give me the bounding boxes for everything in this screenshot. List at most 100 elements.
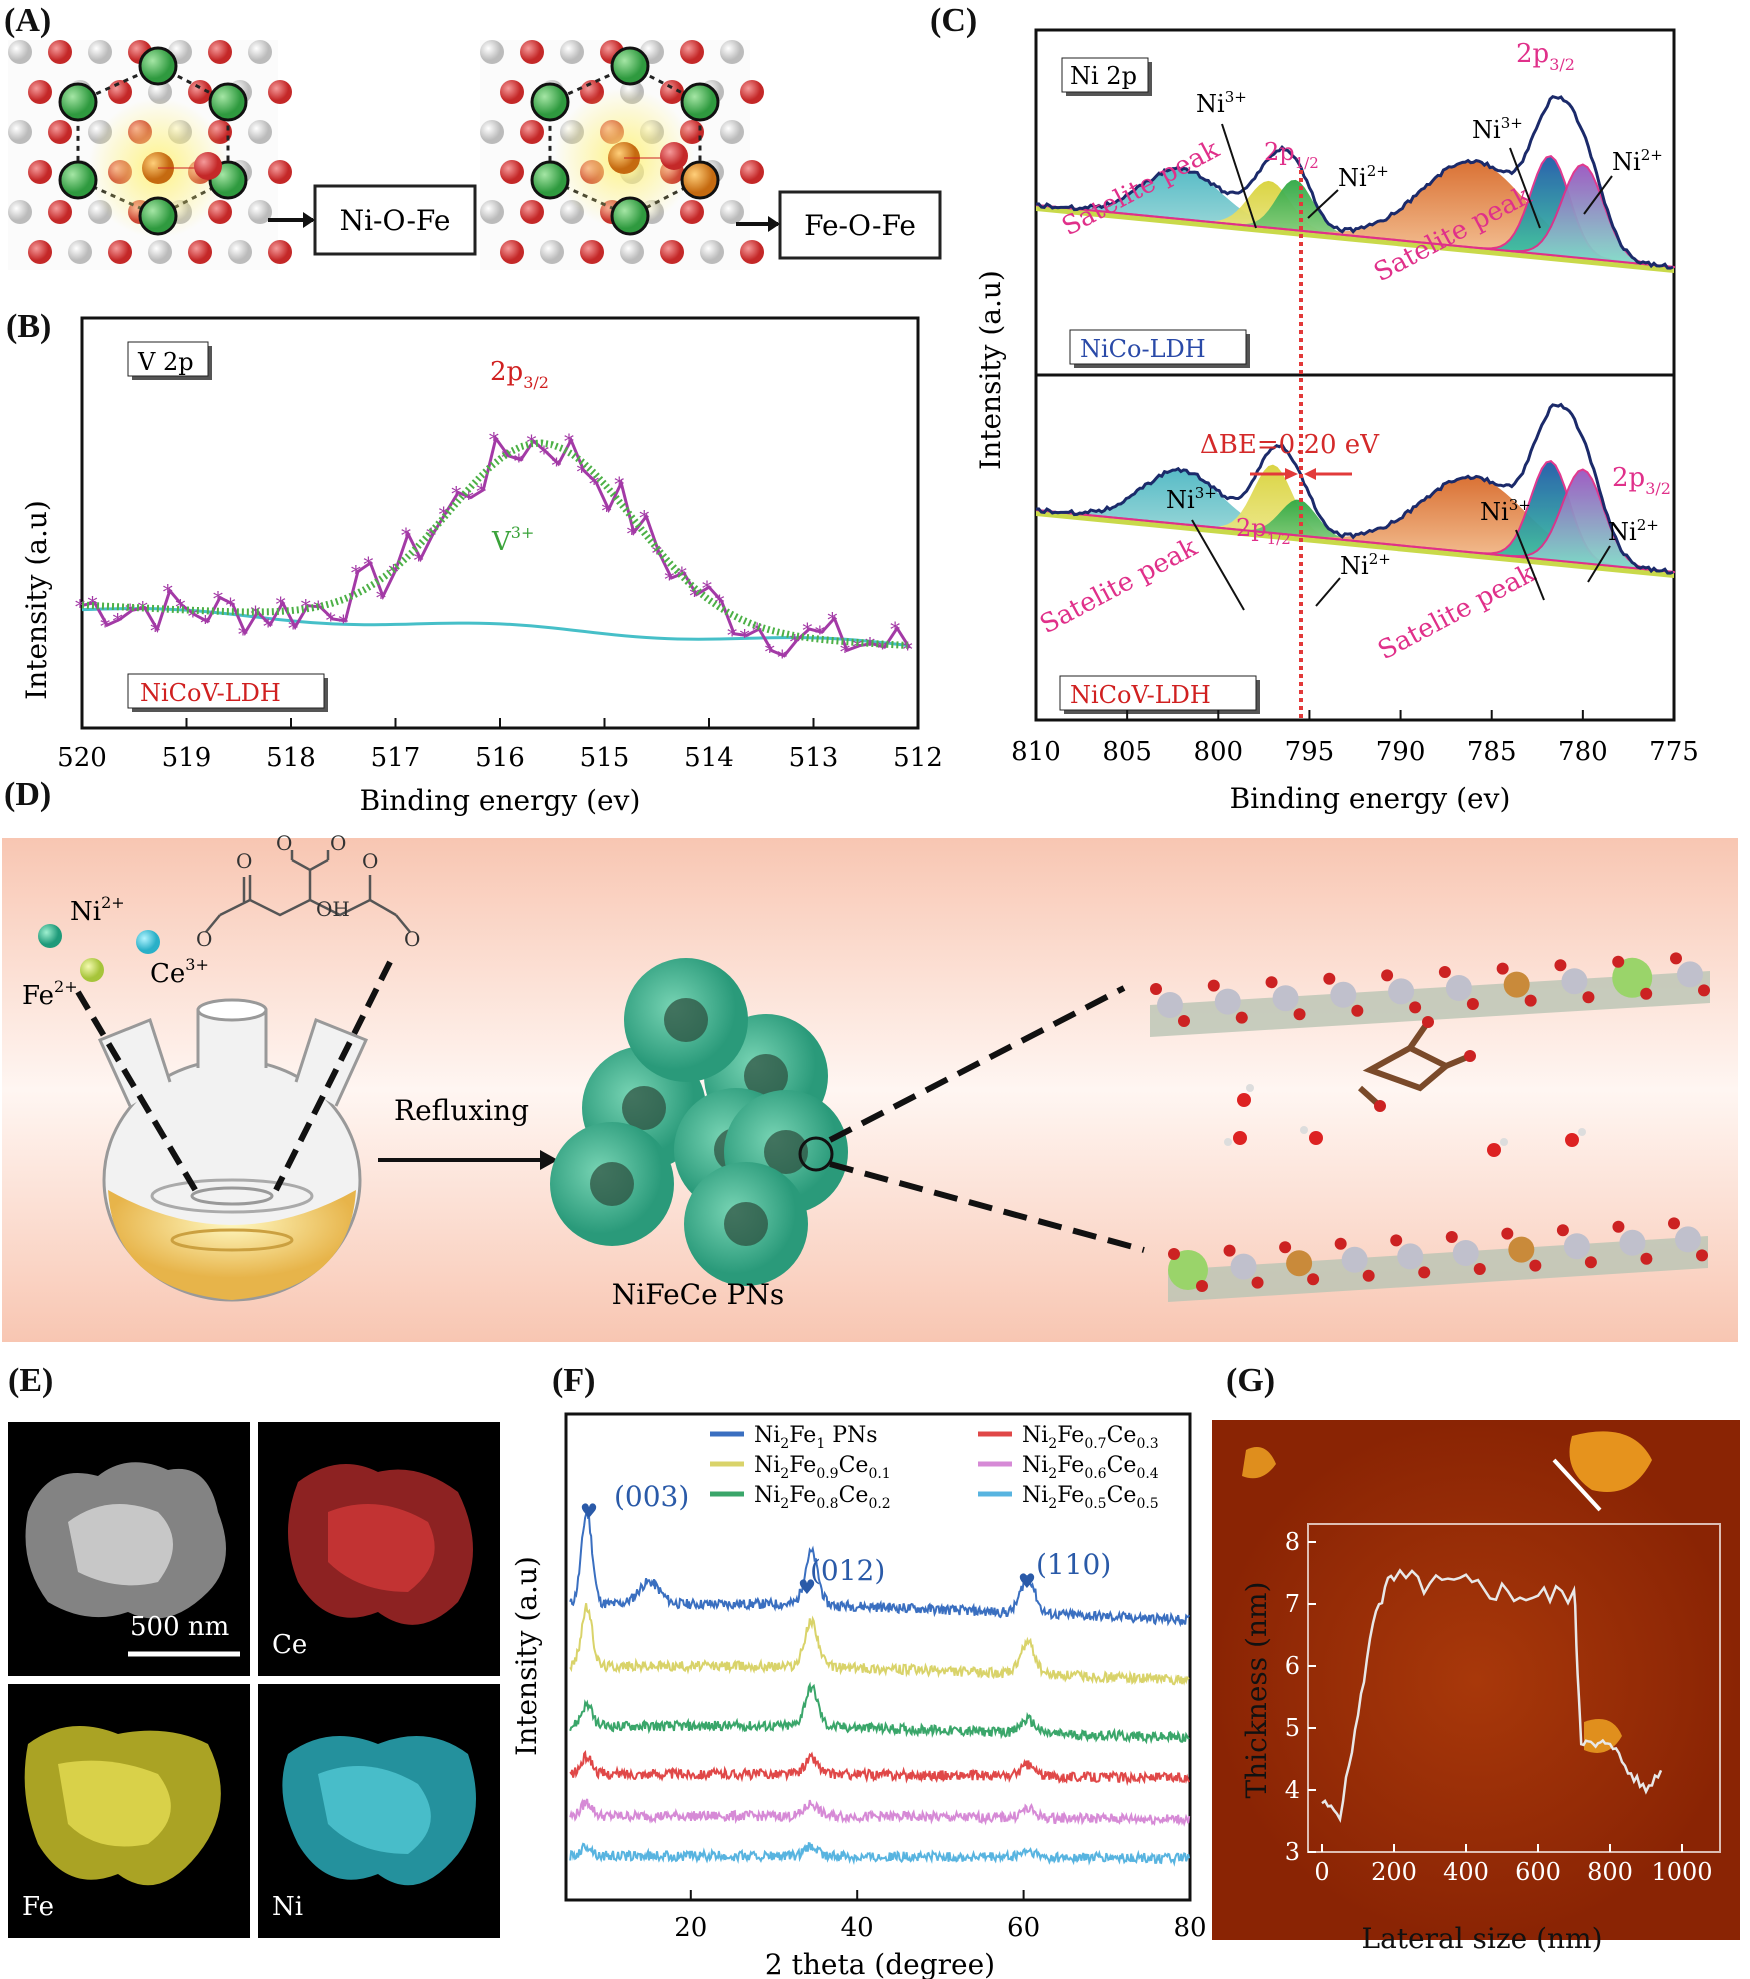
heart-icon-012: ♥ <box>798 1575 816 1599</box>
star-marker: * <box>890 617 900 641</box>
heart-icon-110: ♥ <box>1018 1569 1036 1593</box>
x-axis-label-c: Binding energy (ev) <box>1230 782 1511 815</box>
oxygen-site <box>1670 952 1682 965</box>
x-tick-label-b: 515 <box>580 743 630 773</box>
metal-site <box>1341 1246 1368 1273</box>
lattice-atom <box>188 240 212 264</box>
panel-label-b: (B) <box>6 308 52 345</box>
svg-text:V 2p: V 2p <box>137 348 194 376</box>
oxygen-4: O <box>196 927 212 951</box>
panel-a-structures: Ni-O-Fe Fe-O-Fe <box>8 40 942 270</box>
fit-component <box>1036 168 1674 267</box>
star-marker: * <box>689 584 699 608</box>
x-tick-label-b: 520 <box>57 743 107 773</box>
oxygen-site <box>1196 1280 1208 1292</box>
star-marker: * <box>539 441 549 465</box>
metal-atom <box>208 82 248 122</box>
star-marker: * <box>338 610 348 634</box>
y-tick-label-g: 6 <box>1285 1652 1300 1680</box>
metal-site <box>1563 1233 1590 1260</box>
panel-g-afm: 0 200 400 600 800 1000 3 4 5 6 7 8 Lateral size (nm… <box>1212 1420 1740 1955</box>
lattice-atom <box>28 240 52 264</box>
y-tick-label-g: 4 <box>1285 1776 1300 1804</box>
ce-ion <box>136 930 160 954</box>
star-marker: * <box>878 636 888 660</box>
y-tick-label-g: 8 <box>1285 1528 1300 1556</box>
p12-label-1: 2p1/2 <box>1264 138 1319 172</box>
lattice-atom <box>720 40 744 64</box>
lattice-atom <box>740 240 764 264</box>
scale-bar-label: 500 nm <box>130 1612 230 1642</box>
star-marker: * <box>238 622 248 646</box>
legend-label: Ni2Fe0.6Ce0.4 <box>1022 1453 1159 1482</box>
ldh-layer-top <box>1150 952 1710 1037</box>
oxygen-site <box>1265 976 1278 989</box>
panel-b-chart: V 2p 2p3/2 V3+ * ** * * **** * ** ******* ** ** **… <box>20 316 943 817</box>
x-tick-label-b: 516 <box>475 743 525 773</box>
lattice-atom <box>248 120 272 144</box>
star-marker: * <box>752 618 762 642</box>
satellite-label-4: Satelite peak <box>1373 558 1540 666</box>
water-molecules <box>1224 1084 1586 1157</box>
metal-site <box>1445 975 1472 1001</box>
ni-map-label: Ni <box>272 1892 304 1922</box>
oxygen-site <box>1496 962 1509 975</box>
svg-text:NiCoV-LDH: NiCoV-LDH <box>140 679 281 707</box>
panel-c-chart: ΔBE=0.20 eV Ni 2p NiCo-LDH NiCoV-LDH Sat… <box>974 28 1699 815</box>
svg-text:NiCo-LDH: NiCo-LDH <box>1080 335 1206 363</box>
oxygen-site <box>1473 1263 1486 1275</box>
ni2-label-2: Ni2+ <box>1612 146 1663 176</box>
x-tick-label-c: 790 <box>1376 737 1426 767</box>
star-marker: * <box>514 449 524 473</box>
lattice-atom <box>540 240 564 264</box>
star-marker: * <box>614 472 624 496</box>
x-axis-label-g: Lateral size (nm) <box>1361 1922 1602 1955</box>
oxygen-site <box>1381 969 1394 982</box>
ni2-label-3: Ni2+ <box>1340 550 1391 580</box>
oxygen-site <box>1466 998 1479 1010</box>
x-tick-label-b: 512 <box>893 743 943 773</box>
heart-icon-003: ♥ <box>580 1499 598 1523</box>
xrd-series <box>569 1798 1191 1827</box>
lattice-atom <box>228 240 252 264</box>
metal-site <box>1272 985 1299 1012</box>
star-marker: * <box>163 580 173 604</box>
panel-f-frame <box>564 1412 1192 1902</box>
oxygen-site <box>1640 987 1653 1000</box>
metal-atom <box>610 196 650 236</box>
x-tick-label-g: 800 <box>1587 1858 1633 1886</box>
fit-component <box>1036 470 1674 572</box>
star-marker: * <box>852 635 862 659</box>
metal-site <box>1330 981 1357 1008</box>
y-tick-label-g: 5 <box>1285 1714 1300 1742</box>
ni2-label-4: Ni2+ <box>1608 516 1659 546</box>
x-tick-label-g: 600 <box>1515 1858 1561 1886</box>
afm-image <box>1212 1420 1740 1940</box>
y-tick-label-g: 7 <box>1285 1590 1300 1618</box>
metal-atom <box>610 46 650 86</box>
x-tick-label-c: 775 <box>1649 737 1699 767</box>
ni-o-fe-label: Ni-O-Fe <box>340 204 451 237</box>
fe-o-fe-label: Fe-O-Fe <box>804 209 916 242</box>
star-marker: * <box>464 487 474 511</box>
star-marker: * <box>451 482 461 506</box>
lattice-atom <box>28 80 52 104</box>
star-marker: * <box>740 624 750 648</box>
x-tick-label-g: 1000 <box>1651 1858 1712 1886</box>
svg-text:Ni 2p: Ni 2p <box>1070 62 1137 90</box>
lattice-atom <box>500 80 524 104</box>
star-marker: * <box>251 601 261 625</box>
metal-atom <box>138 46 178 86</box>
star-marker: * <box>414 548 424 572</box>
oxygen-site <box>1150 983 1162 995</box>
x-ticks-c: 810 805 800 795 790 785 780 775 <box>1011 710 1699 767</box>
star-marker: * <box>652 541 662 565</box>
oxygen-site <box>1582 991 1595 1004</box>
legend-label: Ni2Fe0.9Ce0.1 <box>754 1453 891 1482</box>
top-sample-tag: NiCo-LDH <box>1069 329 1250 368</box>
x-tick-label-c: 810 <box>1011 737 1061 767</box>
panel-label-a: (A) <box>4 2 52 39</box>
lattice-right <box>480 40 764 270</box>
oxygen-5: O <box>404 927 420 951</box>
